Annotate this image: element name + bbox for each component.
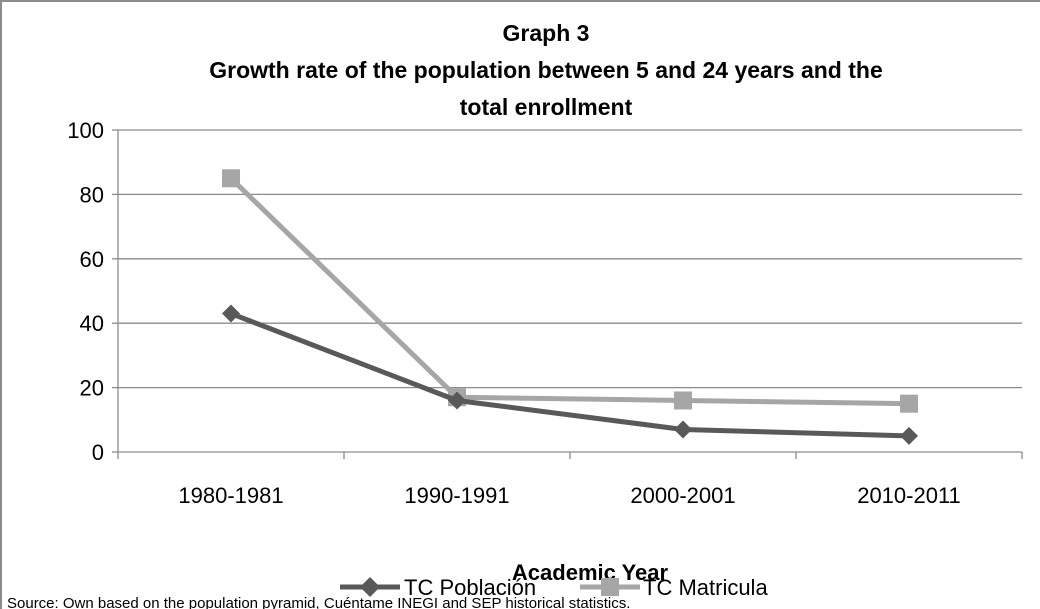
source-note: Source: Own based on the population pyra… [7, 595, 630, 609]
data-point-matricula [222, 169, 240, 188]
gridlines [118, 129, 1022, 389]
y-tick-label: 60 [80, 247, 104, 272]
y-tick-label: 100 [67, 118, 104, 143]
data-point-matricula [674, 391, 692, 410]
legend-diamond-marker [360, 577, 380, 597]
x-tick-label: 1980-1981 [178, 483, 283, 508]
chart-title-line-1: Graph 3 [503, 20, 590, 46]
legend-label-poblacion: TC Población [404, 575, 536, 600]
chart-title-line-3: total enrollment [460, 94, 633, 120]
data-point-poblacion [900, 426, 918, 445]
data-point-poblacion [674, 420, 692, 439]
x-tick-label: 2000-2001 [630, 483, 735, 508]
chart-title-line-2: Growth rate of the population between 5 … [209, 57, 883, 83]
series [222, 169, 918, 445]
legend: TC Población TC Matricula [340, 575, 768, 600]
series-line-matricula [229, 176, 910, 407]
y-tick-labels: 0 20 40 60 80 100 [67, 118, 104, 465]
data-point-matricula [900, 394, 918, 413]
series-line-poblacion [230, 311, 910, 439]
y-tick-label: 80 [80, 182, 104, 207]
legend-square-marker [601, 578, 619, 596]
x-tick-label: 2010-2011 [857, 483, 961, 508]
y-tick-label: 40 [80, 311, 104, 336]
axes [112, 129, 1023, 459]
data-point-poblacion [222, 304, 240, 323]
x-tick-label: 1990-1991 [404, 483, 509, 508]
legend-label-matricula: TC Matricula [643, 575, 768, 600]
data-point-poblacion [448, 391, 466, 410]
x-axis-title: Academic Year [512, 560, 669, 585]
y-tick-label: 20 [80, 376, 104, 401]
x-tick-labels: 1980-1981 1990-1991 2000-2001 2010-2011 [178, 483, 960, 508]
y-tick-label: 0 [92, 440, 104, 465]
